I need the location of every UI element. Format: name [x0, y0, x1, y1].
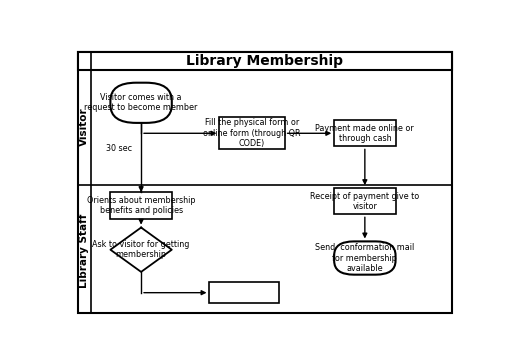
Polygon shape [110, 228, 172, 272]
FancyBboxPatch shape [110, 83, 172, 123]
Text: Receipt of payment give to
visitor: Receipt of payment give to visitor [310, 192, 420, 211]
Text: Fill the physical form or
online form (through QR
CODE): Fill the physical form or online form (t… [203, 118, 301, 148]
Bar [334, 120, 396, 147]
Bar [210, 282, 278, 303]
Bar [110, 192, 172, 219]
Text: Ask to visitor for getting
membership: Ask to visitor for getting membership [92, 240, 190, 260]
Bar [219, 117, 285, 149]
Text: Send  conformation mail
for membership
available: Send conformation mail for membership av… [315, 243, 414, 273]
Text: Visitor: Visitor [79, 107, 89, 146]
FancyBboxPatch shape [334, 242, 396, 275]
Text: Payment made online or
through cash: Payment made online or through cash [315, 123, 414, 143]
Text: Orients about membership
benefits and policies: Orients about membership benefits and po… [87, 196, 195, 215]
Text: 30 sec: 30 sec [106, 144, 132, 153]
Bar [334, 188, 396, 214]
Text: Library Staff: Library Staff [79, 214, 89, 288]
Bar [78, 51, 452, 69]
Text: Library Membership: Library Membership [187, 54, 343, 68]
Text: Visitor comes with a
request to become member: Visitor comes with a request to become m… [84, 93, 198, 112]
